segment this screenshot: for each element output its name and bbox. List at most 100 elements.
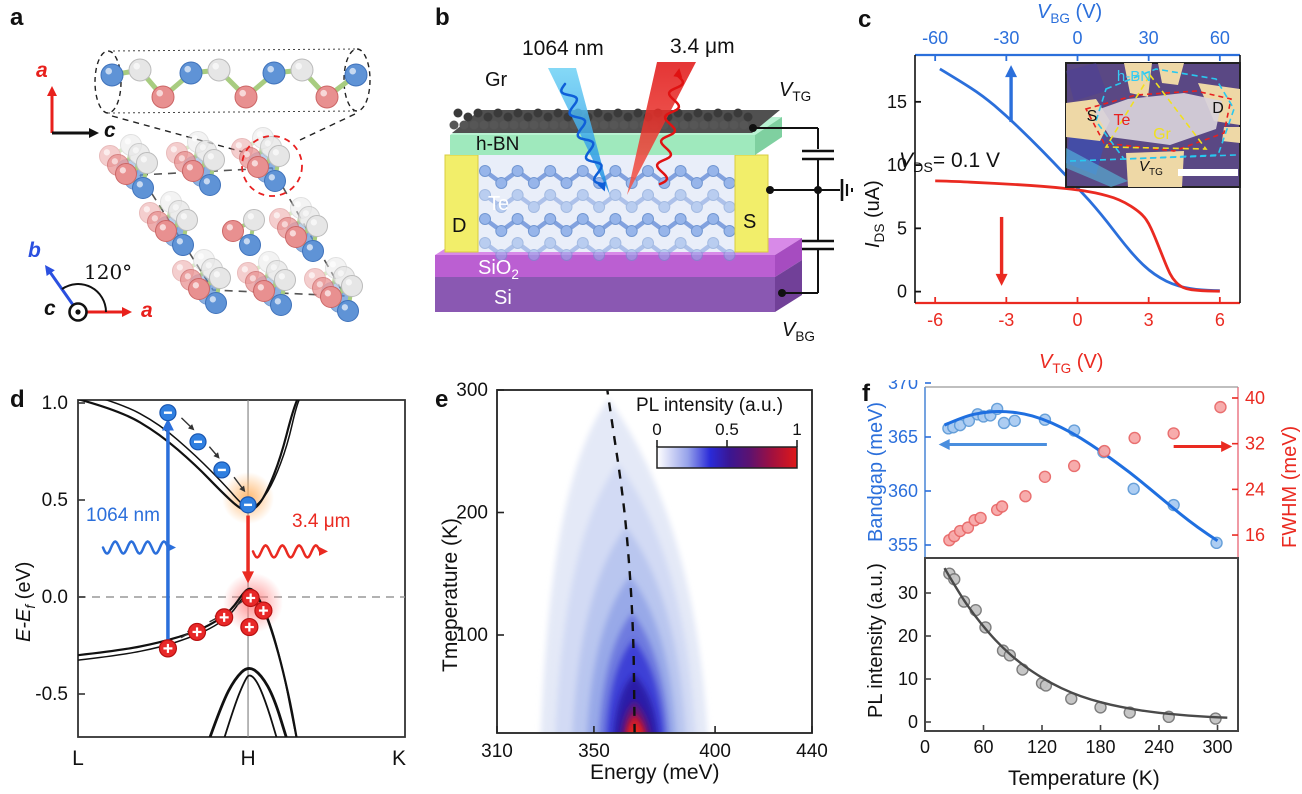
fwhm-point — [961, 521, 975, 534]
energy-tick-label: 350 — [578, 741, 610, 762]
fwhm-point — [1038, 470, 1052, 483]
bandgap-axis-label: Bandgap (meV) — [865, 401, 887, 542]
bandgap-fit-line — [943, 409, 1219, 542]
emission-label: 3.4 μm — [292, 511, 351, 532]
kpoint-label: H — [240, 747, 255, 770]
inset-gr-label: Gr — [1153, 126, 1171, 143]
fwhm-axis-label: FWHM (meV) — [1279, 425, 1301, 548]
hbn-outline — [1095, 68, 1235, 160]
emitted-beam — [627, 62, 696, 195]
device-stack — [435, 108, 802, 312]
vbg-label: VBG — [782, 319, 815, 344]
scale-bar — [1178, 169, 1238, 176]
energy-tick-label: 0.0 — [42, 587, 68, 608]
te-helix-chain — [100, 58, 368, 109]
electrodes — [444, 154, 769, 253]
temp-tick-label: 200 — [456, 503, 488, 524]
te-label: Te — [488, 193, 510, 215]
temp-tick-label: 60 — [973, 737, 993, 757]
kpoint-label: L — [72, 747, 84, 770]
fwhm-tick-label: 32 — [1245, 434, 1265, 454]
vtg-axis-title: VTG (V) — [1039, 351, 1104, 376]
pl-tick-label: 30 — [898, 583, 918, 603]
inset-te-label: Te — [1114, 112, 1131, 129]
source-label: S — [743, 211, 757, 233]
si-label: Si — [494, 287, 512, 309]
panel-a-crystal-structure: a a c b 120° c a — [0, 0, 430, 380]
temperature-x-label: Temperature (K) — [1008, 767, 1160, 790]
panel-letter: a — [10, 4, 24, 31]
panel-letter: d — [10, 386, 25, 413]
hbn-label: h-BN — [476, 134, 520, 155]
vbg-axis-title: VBG (V) — [1037, 1, 1103, 26]
curve-bottom — [935, 179, 1220, 293]
laser-in-label: 1064 nm — [522, 37, 604, 60]
vtg-tick-label: 3 — [1144, 310, 1154, 330]
energy-tick-label: 0.5 — [42, 490, 68, 511]
energy-tick-label: 310 — [481, 741, 513, 762]
fwhm-point — [1019, 490, 1032, 503]
pl-tick-label: 10 — [898, 669, 918, 689]
axis-a2-label: a — [141, 299, 153, 322]
energy-tick-label: 1.0 — [42, 393, 68, 414]
axis-c-label: c — [104, 119, 116, 142]
energy-tick-label: 440 — [796, 741, 828, 762]
bandgap-tick-label: 370 — [888, 380, 918, 393]
pl-map: 310 350 400 440 100 200 300 — [456, 380, 828, 762]
vbg-tick-label: 30 — [1139, 28, 1159, 48]
sio2-label: SiO2 — [478, 257, 519, 282]
vbg-tick-label: 0 — [1072, 28, 1082, 48]
axis-a-label: a — [36, 59, 48, 82]
ids-axis-title: IDS (uA) — [862, 180, 887, 248]
colorbar-gradient — [656, 446, 798, 469]
panel-d-band-structure: 1.0 0.5 0.0 -0.5 L H K d E-Ef (eV) 1064 nm 3.4… — [0, 380, 430, 794]
energy-tick-label: -0.5 — [35, 684, 68, 705]
fwhm-point — [1098, 444, 1111, 458]
temp-tick-label: 300 — [1203, 737, 1233, 757]
vtg-tick-label: 0 — [1072, 310, 1082, 330]
band-structure-chart: 1.0 0.5 0.0 -0.5 L H K — [35, 393, 406, 770]
vbg-tick-label: -60 — [922, 28, 948, 48]
crystal-structure — [45, 48, 371, 322]
te-flake — [1094, 93, 1222, 145]
inset-source-label: S — [1087, 108, 1098, 125]
temperature-y-label: Tmeperature (K) — [439, 517, 462, 672]
vds-annotation: VDS= 0.1 V — [899, 149, 1000, 177]
bandgap-tick-label: 365 — [888, 427, 918, 447]
graphene-sheet — [449, 108, 780, 133]
fwhm-point — [1128, 431, 1141, 445]
energy-tick-label: 400 — [699, 741, 731, 762]
inset-vtg-label: V — [1139, 158, 1151, 175]
laser-out-label: 3.4 μm — [670, 35, 735, 58]
device-photo-inset: h-BN S Te D GrV TG — [1065, 62, 1241, 188]
axis-c-out-label: c — [44, 297, 56, 320]
vtg-tick-label: -3 — [998, 310, 1014, 330]
vbg-tick-label: -30 — [993, 28, 1019, 48]
drain-label: D — [452, 215, 467, 237]
fwhm-point — [1167, 427, 1180, 440]
vbg-tick-label: 60 — [1210, 28, 1230, 48]
temp-tick-label: 300 — [456, 380, 488, 401]
graphene-label: Gr — [485, 69, 508, 91]
bandgap-point — [997, 416, 1011, 430]
bandgap-tick-label: 355 — [888, 535, 918, 555]
colorbar-tick-label: 1 — [792, 420, 801, 439]
inset-drain-label: D — [1212, 100, 1224, 117]
pl-fit-line — [943, 567, 1228, 719]
highlight-circle — [241, 135, 303, 197]
panel-letter: f — [862, 380, 870, 407]
vtg-label: VTG — [779, 79, 812, 104]
fwhm-tick-label: 16 — [1245, 525, 1265, 545]
gate-circuit — [749, 124, 853, 297]
angle-label: 120° — [84, 260, 133, 284]
ids-tick-label: 10 — [887, 155, 907, 175]
vtg-tick-label: 6 — [1215, 310, 1225, 330]
fwhm-tick-label: 40 — [1245, 388, 1265, 408]
temp-tick-label: 120 — [1027, 737, 1057, 757]
temp-tick-label: 100 — [456, 625, 488, 646]
